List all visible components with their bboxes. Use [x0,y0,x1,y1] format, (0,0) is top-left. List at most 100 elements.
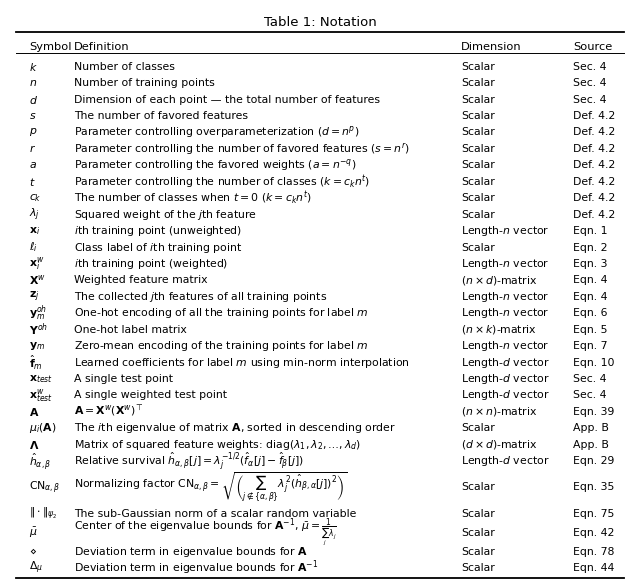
Text: Length-$d$ vector: Length-$d$ vector [461,372,549,386]
Text: Eqn. 5: Eqn. 5 [573,325,607,335]
Text: Scalar: Scalar [461,243,495,253]
Text: Scalar: Scalar [461,528,495,538]
Text: Parameter controlling the number of favored features ($s = n^r$): Parameter controlling the number of favo… [74,141,410,157]
Text: Matrix of squared feature weights: $\mathrm{diag}(\lambda_1, \lambda_2, \ldots, : Matrix of squared feature weights: $\mat… [74,438,360,452]
Text: $\ell_i$: $\ell_i$ [29,240,38,254]
Text: $n$: $n$ [29,78,37,88]
Text: Def. 4.2: Def. 4.2 [573,111,615,121]
Text: $a$: $a$ [29,160,36,170]
Text: $\diamond$: $\diamond$ [29,546,37,556]
Text: Source: Source [573,42,612,52]
Text: One-hot encoding of all the training points for label $m$: One-hot encoding of all the training poi… [74,307,368,320]
Text: $k$: $k$ [29,61,38,73]
Text: Scalar: Scalar [461,95,495,105]
Text: $\mathbf{Y}^{oh}$: $\mathbf{Y}^{oh}$ [29,321,48,338]
Text: $\hat{h}_{\alpha,\beta}$: $\hat{h}_{\alpha,\beta}$ [29,451,51,472]
Text: Length-$n$ vector: Length-$n$ vector [461,257,549,271]
Text: Length-$n$ vector: Length-$n$ vector [461,339,549,353]
Text: Definition: Definition [74,42,129,52]
Text: Length-$d$ vector: Length-$d$ vector [461,388,549,402]
Text: Def. 4.2: Def. 4.2 [573,144,615,154]
Text: Dimension: Dimension [461,42,522,52]
Text: Scalar: Scalar [461,62,495,72]
Text: $\mathbf{X}^w$: $\mathbf{X}^w$ [29,273,45,287]
Text: Def. 4.2: Def. 4.2 [573,193,615,203]
Text: $\mathbf{A}$: $\mathbf{A}$ [29,406,39,418]
Text: Scalar: Scalar [461,509,495,519]
Text: $\mathbf{x}_{test}$: $\mathbf{x}_{test}$ [29,373,52,385]
Text: Eqn. 42: Eqn. 42 [573,528,614,538]
Text: Eqn. 4: Eqn. 4 [573,276,607,285]
Text: Scalar: Scalar [461,177,495,187]
Text: Table 1: Notation: Table 1: Notation [264,16,376,29]
Text: Length-$n$ vector: Length-$n$ vector [461,224,549,238]
Text: Scalar: Scalar [461,563,495,573]
Text: Eqn. 75: Eqn. 75 [573,509,614,519]
Text: Scalar: Scalar [461,160,495,170]
Text: $\|\cdot\|_{\psi_2}$: $\|\cdot\|_{\psi_2}$ [29,505,57,522]
Text: App. B: App. B [573,424,609,433]
Text: Eqn. 39: Eqn. 39 [573,407,614,417]
Text: $\Delta_\mu$: $\Delta_\mu$ [29,560,43,576]
Text: Def. 4.2: Def. 4.2 [573,177,615,187]
Text: $i$th training point (unweighted): $i$th training point (unweighted) [74,224,241,238]
Text: A single test point: A single test point [74,374,173,384]
Text: Deviation term in eigenvalue bounds for $\mathbf{A}$: Deviation term in eigenvalue bounds for … [74,545,307,559]
Text: Length-$n$ vector: Length-$n$ vector [461,290,549,304]
Text: Weighted feature matrix: Weighted feature matrix [74,276,207,285]
Text: Normalizing factor $\mathrm{CN}_{\alpha,\beta} = \sqrt{\left(\sum_{j\notin\{\alp: Normalizing factor $\mathrm{CN}_{\alpha,… [74,471,347,504]
Text: $\mathbf{x}_{test}^w$: $\mathbf{x}_{test}^w$ [29,387,52,404]
Text: $d$: $d$ [29,94,38,105]
Text: $\mu_i(\mathbf{A})$: $\mu_i(\mathbf{A})$ [29,421,56,435]
Text: Sec. 4: Sec. 4 [573,390,606,400]
Text: Def. 4.2: Def. 4.2 [573,128,615,137]
Text: Scalar: Scalar [461,128,495,137]
Text: Eqn. 6: Eqn. 6 [573,308,607,318]
Text: Center of the eigenvalue bounds for $\mathbf{A}^{-1}$, $\bar{\mu} = \frac{1}{\su: Center of the eigenvalue bounds for $\ma… [74,517,337,549]
Text: $\hat{\mathbf{f}}_m$: $\hat{\mathbf{f}}_m$ [29,353,42,371]
Text: $p$: $p$ [29,126,37,139]
Text: $\lambda_j$: $\lambda_j$ [29,207,40,223]
Text: $(n \times k)$-matrix: $(n \times k)$-matrix [461,323,536,336]
Text: Eqn. 10: Eqn. 10 [573,357,614,367]
Text: $\mathbf{y}_m^{oh}$: $\mathbf{y}_m^{oh}$ [29,304,47,323]
Text: Eqn. 2: Eqn. 2 [573,243,607,253]
Text: Length-$d$ vector: Length-$d$ vector [461,454,549,468]
Text: Eqn. 35: Eqn. 35 [573,483,614,493]
Text: The number of favored features: The number of favored features [74,111,248,121]
Text: $r$: $r$ [29,143,36,154]
Text: Scalar: Scalar [461,111,495,121]
Text: Scalar: Scalar [461,483,495,493]
Text: Length-$n$ vector: Length-$n$ vector [461,307,549,320]
Text: Eqn. 3: Eqn. 3 [573,259,607,269]
Text: Scalar: Scalar [461,78,495,88]
Text: Number of training points: Number of training points [74,78,214,88]
Text: $(n \times n)$-matrix: $(n \times n)$-matrix [461,405,537,418]
Text: $\bar{\mu}$: $\bar{\mu}$ [29,525,37,540]
Text: Deviation term in eigenvalue bounds for $\mathbf{A}^{-1}$: Deviation term in eigenvalue bounds for … [74,559,318,577]
Text: Scalar: Scalar [461,193,495,203]
Text: Relative survival $\hat{h}_{\alpha,\beta}[j] = \lambda_j^{-1/2}(\hat{f}_\alpha[j: Relative survival $\hat{h}_{\alpha,\beta… [74,450,303,472]
Text: Eqn. 78: Eqn. 78 [573,546,614,556]
Text: Eqn. 7: Eqn. 7 [573,341,607,351]
Text: Dimension of each point — the total number of features: Dimension of each point — the total numb… [74,95,380,105]
Text: Eqn. 29: Eqn. 29 [573,456,614,466]
Text: $t$: $t$ [29,176,35,188]
Text: Eqn. 4: Eqn. 4 [573,292,607,302]
Text: Sec. 4: Sec. 4 [573,374,606,384]
Text: Learned coefficients for label $m$ using min-norm interpolation: Learned coefficients for label $m$ using… [74,356,410,370]
Text: Sec. 4: Sec. 4 [573,95,606,105]
Text: Number of classes: Number of classes [74,62,175,72]
Text: Zero-mean encoding of the training points for label $m$: Zero-mean encoding of the training point… [74,339,368,353]
Text: Def. 4.2: Def. 4.2 [573,209,615,219]
Text: Scalar: Scalar [461,546,495,556]
Text: App. B: App. B [573,440,609,450]
Text: $\mathbf{z}_j$: $\mathbf{z}_j$ [29,290,39,304]
Text: $c_k$: $c_k$ [29,192,42,204]
Text: Symbol: Symbol [29,42,71,52]
Text: A single weighted test point: A single weighted test point [74,390,227,400]
Text: $(d \times d)$-matrix: $(d \times d)$-matrix [461,438,537,451]
Text: Parameter controlling the favored weights ($a = n^{-q}$): Parameter controlling the favored weight… [74,157,356,173]
Text: The sub-Gaussian norm of a scalar random variable: The sub-Gaussian norm of a scalar random… [74,509,356,519]
Text: Parameter controlling the number of classes ($k = c_k n^t$): Parameter controlling the number of clas… [74,173,370,191]
